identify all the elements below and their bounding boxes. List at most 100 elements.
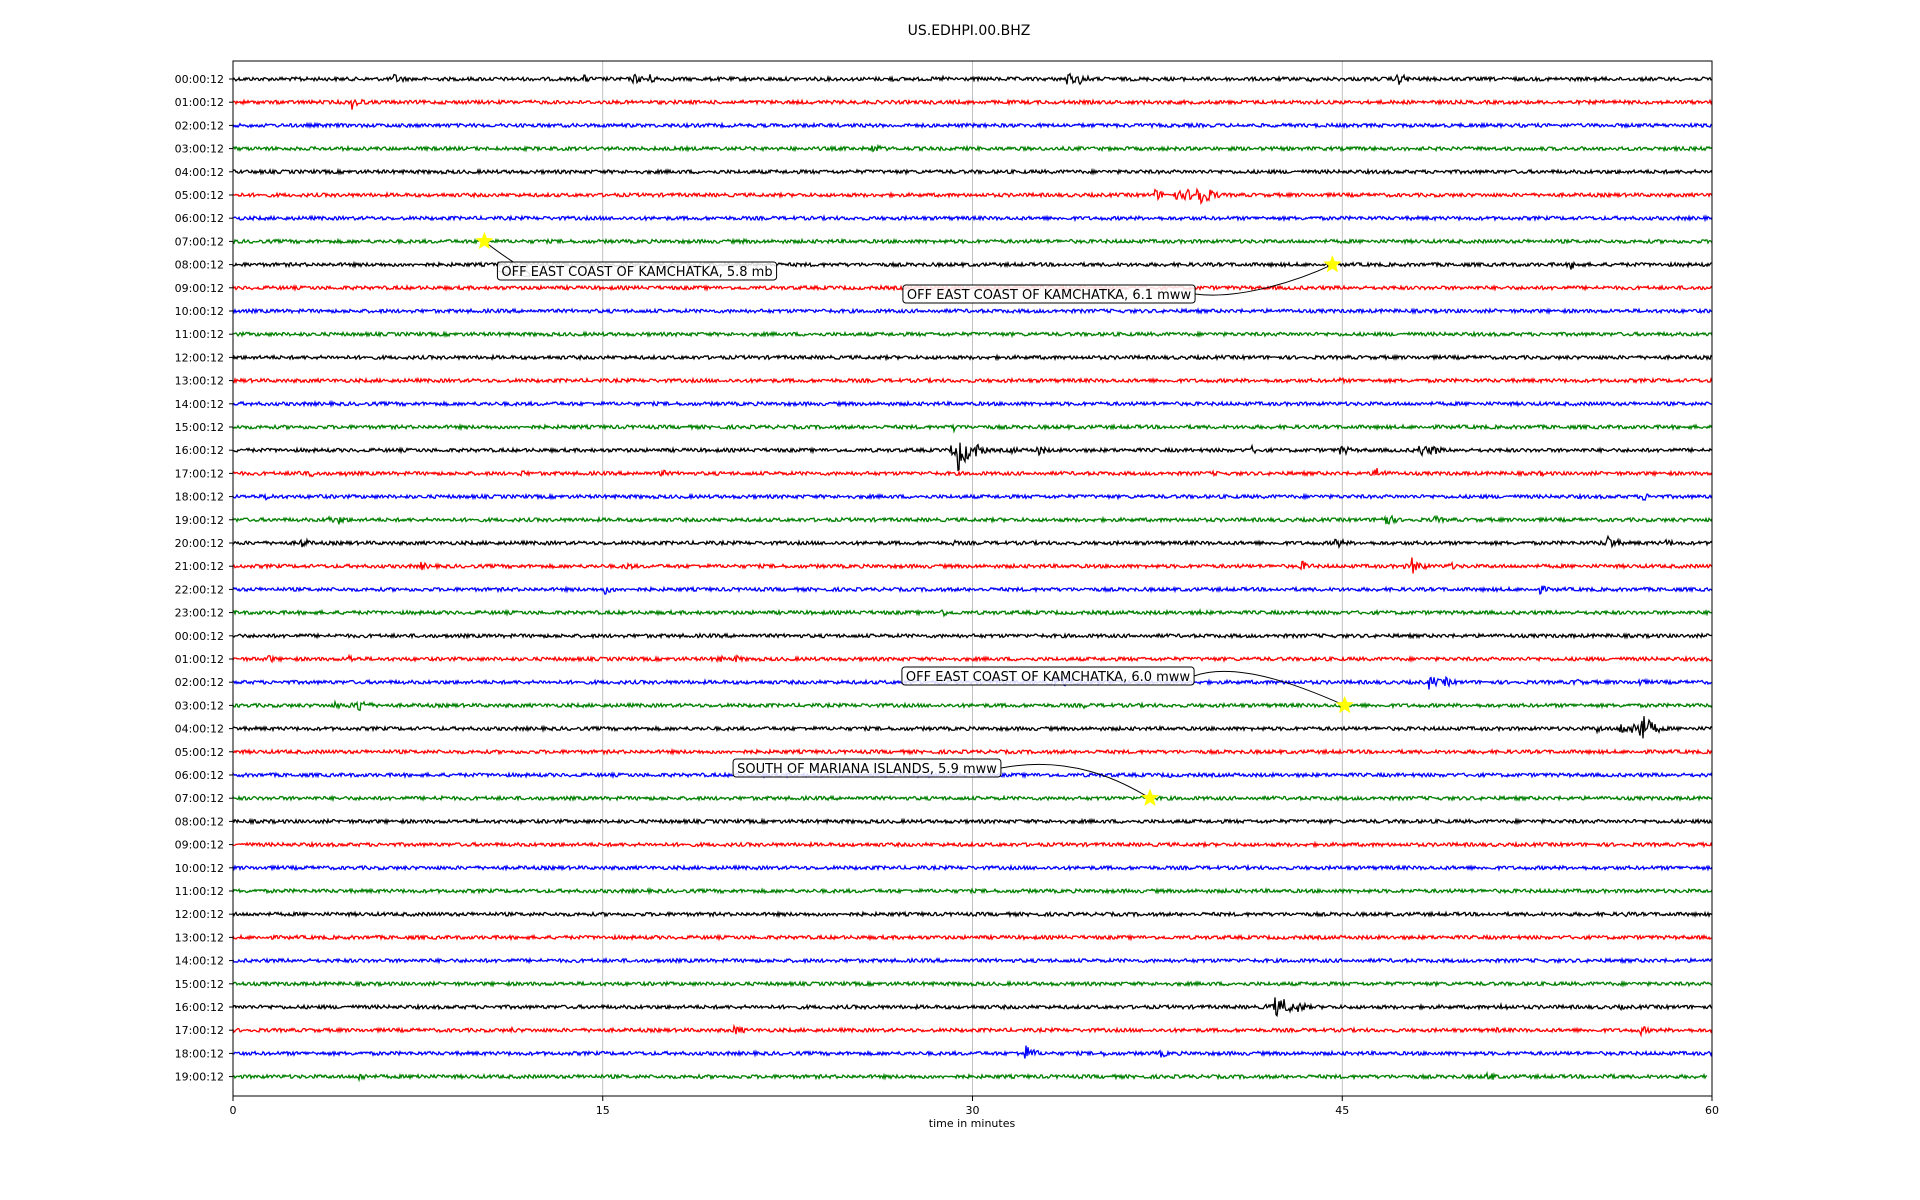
trace-line — [232, 72, 1713, 86]
annotation-text: OFF EAST COAST OF KAMCHATKA, 5.8 mb — [501, 265, 772, 280]
row-time-label: 21:00:12 — [175, 560, 224, 573]
row-time-label: 20:00:12 — [175, 537, 224, 550]
row-time-label: 00:00:12 — [175, 73, 224, 86]
row-time-label: 19:00:12 — [175, 514, 224, 527]
annotation-text: OFF EAST COAST OF KAMCHATKA, 6.0 mww — [906, 670, 1191, 685]
annotation-connector — [1195, 264, 1333, 296]
trace-line — [232, 167, 1713, 176]
row-time-label: 02:00:12 — [175, 119, 224, 132]
row-time-label: 08:00:12 — [175, 815, 224, 828]
trace-line — [232, 910, 1713, 919]
row-time-label: 12:00:12 — [175, 908, 224, 921]
trace-line — [232, 997, 1713, 1018]
trace-line — [232, 887, 1713, 896]
trace-line — [232, 585, 1713, 596]
x-tick-label: 0 — [230, 1104, 237, 1117]
trace-line — [232, 653, 1713, 664]
row-time-label: 18:00:12 — [175, 1047, 224, 1060]
row-time-label: 14:00:12 — [175, 398, 224, 411]
row-time-label: 12:00:12 — [175, 351, 224, 364]
row-time-label: 13:00:12 — [175, 375, 224, 388]
grid-lines — [602, 61, 1343, 1096]
row-time-label: 06:00:12 — [175, 769, 224, 782]
row-time-label: 01:00:12 — [175, 96, 224, 109]
trace-line — [232, 260, 1713, 270]
row-time-label: 10:00:12 — [175, 305, 224, 318]
trace-line — [232, 933, 1712, 942]
event-star-icon — [1335, 695, 1354, 714]
event-annotations: OFF EAST COAST OF KAMCHATKA, 5.8 mb OFF E… — [475, 231, 1354, 807]
trace-line — [232, 330, 1713, 339]
annotation-text: SOUTH OF MARIANA ISLANDS, 5.9 mww — [737, 762, 997, 777]
trace-line — [232, 214, 1713, 223]
event-annotation: OFF EAST COAST OF KAMCHATKA, 6.1 mww — [902, 254, 1342, 304]
row-time-label: 15:00:12 — [175, 421, 224, 434]
row-time-label: 17:00:12 — [175, 467, 224, 480]
event-annotation: OFF EAST COAST OF KAMCHATKA, 6.0 mww — [901, 666, 1354, 714]
trace-line — [232, 631, 1713, 640]
row-time-label: 04:00:12 — [175, 723, 224, 736]
trace-line — [232, 399, 1713, 409]
trace-line — [232, 699, 1713, 712]
annotation-box — [902, 284, 1196, 304]
trace-line — [232, 534, 1713, 550]
row-time-label: 17:00:12 — [175, 1024, 224, 1037]
annotation-box — [496, 261, 778, 281]
trace-line — [232, 468, 1713, 478]
event-star-icon — [1140, 788, 1160, 807]
row-time-label: 11:00:12 — [175, 328, 224, 341]
trace-line — [232, 187, 1713, 206]
trace-line — [232, 840, 1713, 849]
row-time-label: 09:00:12 — [175, 839, 224, 852]
trace-line — [232, 376, 1713, 385]
row-time-label: 14:00:12 — [175, 955, 224, 968]
row-time-label: 06:00:12 — [175, 212, 224, 225]
row-time-label: 15:00:12 — [175, 978, 224, 991]
annotation-connector — [1193, 671, 1345, 706]
trace-line — [232, 956, 1712, 965]
annotation-connector — [1000, 764, 1151, 799]
row-time-label: 07:00:12 — [175, 792, 224, 805]
trace-line — [232, 979, 1713, 988]
row-time-label: 22:00:12 — [175, 583, 224, 596]
trace-line — [232, 1045, 1713, 1059]
x-tick-label: 45 — [1335, 1104, 1349, 1117]
trace-line — [232, 492, 1713, 502]
row-time-label: 19:00:12 — [175, 1071, 224, 1084]
x-tick-label: 30 — [966, 1104, 980, 1117]
trace-line — [232, 716, 1713, 739]
trace-line — [232, 863, 1713, 872]
annotation-box — [732, 758, 1002, 778]
x-axis-ticks: 0 15 30 45 60 — [230, 1096, 1719, 1117]
annotation-text: OFF EAST COAST OF KAMCHATKA, 6.1 mww — [907, 288, 1192, 303]
row-time-label: 04:00:12 — [175, 166, 224, 179]
event-annotation: OFF EAST COAST OF KAMCHATKA, 5.8 mb — [475, 231, 778, 281]
row-time-label: 05:00:12 — [175, 746, 224, 759]
annotation-box — [901, 666, 1195, 686]
trace-line — [232, 514, 1713, 525]
row-time-label: 09:00:12 — [175, 282, 224, 295]
row-time-label: 07:00:12 — [175, 235, 224, 248]
trace-line — [232, 307, 1713, 315]
row-time-label: 03:00:12 — [175, 699, 224, 712]
trace-line — [232, 557, 1713, 574]
row-time-label: 16:00:12 — [175, 444, 224, 457]
row-time-label: 00:00:12 — [175, 630, 224, 643]
x-tick-label: 15 — [596, 1104, 610, 1117]
event-star-icon — [1323, 254, 1342, 273]
trace-line — [232, 442, 1713, 472]
trace-line — [232, 143, 1713, 153]
row-time-label: 13:00:12 — [175, 931, 224, 944]
row-time-label: 23:00:12 — [175, 607, 224, 620]
trace-line — [232, 747, 1713, 756]
trace-line — [232, 98, 1713, 110]
row-time-label: 10:00:12 — [175, 862, 224, 875]
row-time-label: 18:00:12 — [175, 491, 224, 504]
chart-title: US.EDHPI.00.BHZ — [908, 23, 1031, 39]
row-time-label: 08:00:12 — [175, 259, 224, 272]
trace-line — [232, 817, 1713, 826]
event-annotation: SOUTH OF MARIANA ISLANDS, 5.9 mww — [732, 758, 1160, 807]
row-time-label: 01:00:12 — [175, 653, 224, 666]
trace-line — [232, 422, 1713, 434]
